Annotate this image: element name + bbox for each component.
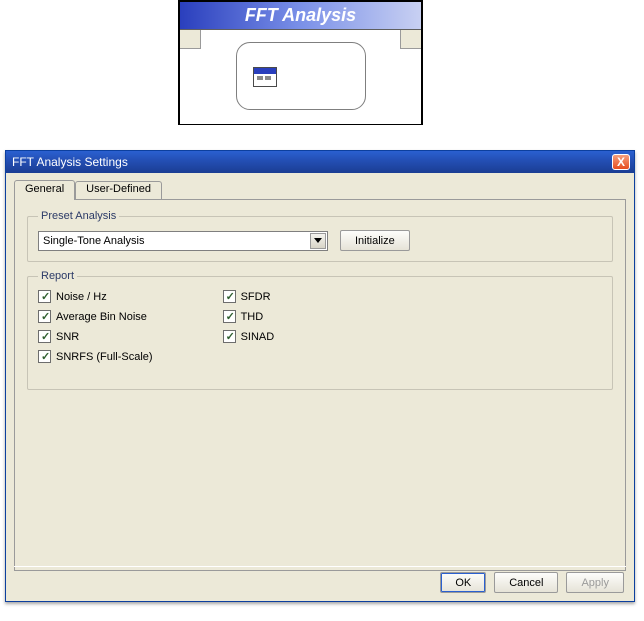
titlebar: FFT Analysis Settings X [6,151,634,173]
preset-analysis-legend: Preset Analysis [38,210,119,222]
checkbox-noise-hz[interactable]: Noise / Hz [38,290,153,303]
checkbox-snr[interactable]: SNR [38,330,153,343]
checkbox-box [38,290,51,303]
checkbox-box [223,310,236,323]
close-icon: X [617,156,625,168]
checkbox-box [223,290,236,303]
fft-block-slot [236,42,366,110]
preset-selected-value: Single-Tone Analysis [43,235,145,247]
window-icon-inner [257,76,273,80]
checkbox-box [38,310,51,323]
checkbox-thd[interactable]: THD [223,310,275,323]
dialog-title: FFT Analysis Settings [12,155,612,169]
report-col-1: Noise / Hz Average Bin Noise SNR [38,290,153,363]
dialog-body: General User-Defined Preset Analysis Sin… [6,173,634,601]
checkbox-label: SFDR [241,291,271,303]
checkbox-label: SNR [56,331,79,343]
initialize-button[interactable]: Initialize [340,230,410,251]
fft-block-body [180,30,421,124]
fft-block-title: FFT Analysis [180,2,421,30]
checkbox-label: SINAD [241,331,275,343]
checkbox-sfdr[interactable]: SFDR [223,290,275,303]
dialog-button-row: OK Cancel Apply [440,572,624,593]
tab-general[interactable]: General [14,180,75,200]
chevron-down-icon [310,233,326,249]
cancel-button[interactable]: Cancel [494,572,558,593]
checkbox-snrfs[interactable]: SNRFS (Full-Scale) [38,350,153,363]
report-columns: Noise / Hz Average Bin Noise SNR [38,290,602,363]
preset-analysis-select[interactable]: Single-Tone Analysis [38,231,328,251]
report-legend: Report [38,270,77,282]
tabstrip: General User-Defined [14,179,626,199]
checkbox-box [223,330,236,343]
checkbox-box [38,330,51,343]
report-col-2: SFDR THD SINAD [223,290,275,363]
apply-button[interactable]: Apply [566,572,624,593]
checkbox-label: Average Bin Noise [56,311,147,323]
window-icon[interactable] [253,67,277,87]
ok-button[interactable]: OK [440,572,486,593]
checkbox-label: SNRFS (Full-Scale) [56,351,153,363]
checkbox-sinad[interactable]: SINAD [223,330,275,343]
tab-panel-general: Preset Analysis Single-Tone Analysis Ini… [14,199,626,571]
tab-user-defined[interactable]: User-Defined [75,181,162,201]
fft-analysis-block: FFT Analysis [178,0,423,125]
checkbox-box [38,350,51,363]
preset-row: Single-Tone Analysis Initialize [38,230,602,251]
checkbox-label: Noise / Hz [56,291,107,303]
button-separator [14,566,626,567]
checkbox-label: THD [241,311,264,323]
fft-settings-dialog: FFT Analysis Settings X General User-Def… [5,150,635,602]
preset-analysis-group: Preset Analysis Single-Tone Analysis Ini… [27,210,613,262]
report-group: Report Noise / Hz Average Bin Noise [27,270,613,390]
close-button[interactable]: X [612,154,630,170]
checkbox-avg-bin-noise[interactable]: Average Bin Noise [38,310,153,323]
